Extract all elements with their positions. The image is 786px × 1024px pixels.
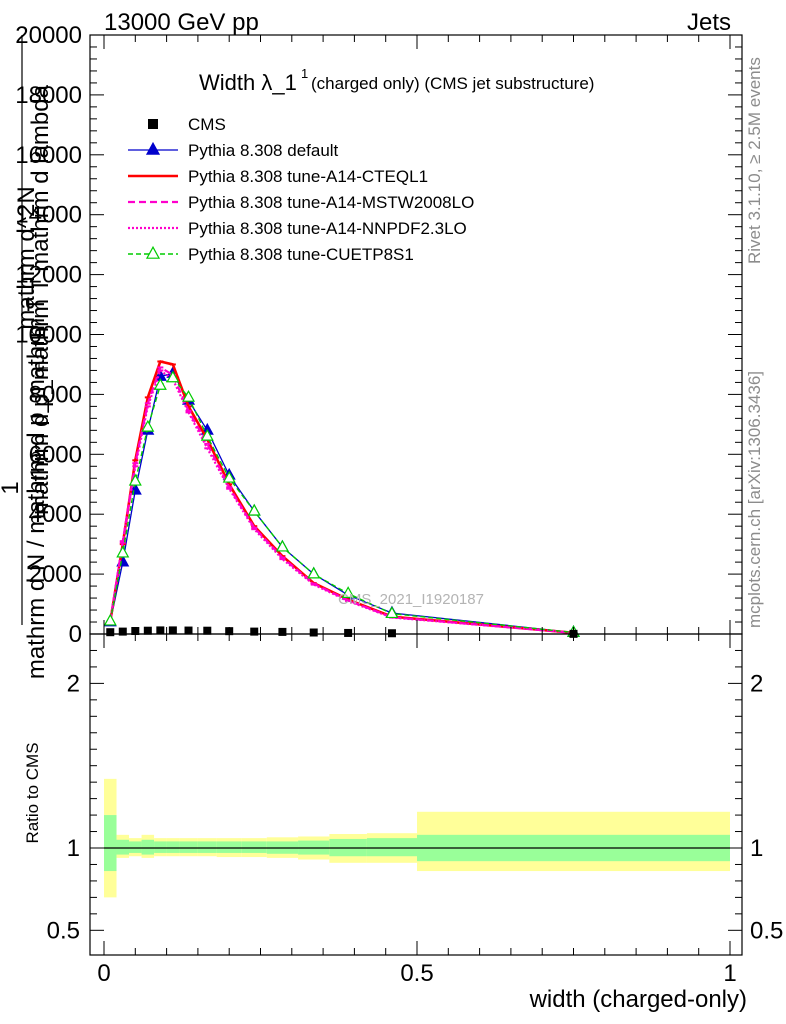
y-axis-numerator: 1 xyxy=(0,481,24,494)
legend-label-default: Pythia 8.308 default xyxy=(188,141,339,160)
point-cuetp8s1-9 xyxy=(247,503,261,516)
legend-label-nnpdf: Pythia 8.308 tune-A14-NNPDF2.3LO xyxy=(188,219,467,238)
ratio-y-tick-label-2: 2 xyxy=(67,670,80,697)
legend-entry-cuetp8s1: Pythia 8.308 tune-CUETP8S1 xyxy=(128,245,414,264)
plot-title: Width λ_1 xyxy=(199,70,297,95)
ratio-band-layer xyxy=(104,778,730,898)
point-cuetp8s1-2 xyxy=(128,473,142,486)
cms-point-13 xyxy=(387,629,396,638)
cms-point-3 xyxy=(143,626,152,635)
cms-point-7 xyxy=(203,626,212,635)
ratio-y-tick-label-right-1: 1 xyxy=(750,835,763,862)
ratio-inner-band-8 xyxy=(216,841,242,853)
plot-title-superscript: 1 xyxy=(301,66,308,81)
main-y-tick-label-5: 10000 xyxy=(15,322,82,349)
ratio-inner-band-2 xyxy=(129,841,142,853)
ratio-inner-band-9 xyxy=(241,841,267,853)
ratio-y-axis-label: Ratio to CMS xyxy=(23,742,42,843)
ratio-inner-band-13 xyxy=(366,838,417,857)
cms-point-1 xyxy=(118,627,127,636)
legend-entry-mstw: Pythia 8.308 tune-A14-MSTW2008LO xyxy=(128,193,474,212)
point-cuetp8s1-8 xyxy=(222,470,236,483)
main-y-tick-label-10: 20000 xyxy=(15,22,82,49)
x-tick-label-2: 1 xyxy=(723,960,736,987)
legend-marker-cms xyxy=(148,119,158,129)
point-cuetp8s1-12 xyxy=(341,586,355,598)
y-axis-denominator: mathrm d N / mathrm d p_mathrm T xyxy=(23,297,50,680)
legend-entry-cteql1: Pythia 8.308 tune-A14-CTEQL1 xyxy=(128,167,428,186)
point-cuetp8s1-10 xyxy=(275,539,289,552)
ratio-y-tick-label-right-2: 2 xyxy=(750,670,763,697)
header-left-label: 13000 GeV pp xyxy=(104,9,259,36)
legend-label-cuetp8s1: Pythia 8.308 tune-CUETP8S1 xyxy=(188,245,414,264)
legend-marker-default xyxy=(145,141,161,155)
ratio-inner-band-6 xyxy=(179,841,198,853)
plot-subtitle: (charged only) (CMS jet substructure) xyxy=(311,74,594,93)
y-axis-pt-subscript: T xyxy=(35,363,51,372)
main-y-tick-label-7: 14000 xyxy=(15,202,82,229)
cms-point-5 xyxy=(168,626,177,635)
main-y-tick-label-8: 16000 xyxy=(15,142,82,169)
legend: CMS Pythia 8.308 default Pythia 8.308 tune… xyxy=(128,115,474,264)
ratio-inner-band-7 xyxy=(197,841,217,853)
main-y-tick-label-6: 12000 xyxy=(15,262,82,289)
main-y-tick-label-1: 2000 xyxy=(29,561,82,588)
ratio-plot-frame xyxy=(89,633,743,956)
point-cuetp8s1-4 xyxy=(153,377,167,390)
main-y-tick-label-0: 0 xyxy=(69,621,82,648)
legend-marker-cuetp8s1 xyxy=(145,245,161,259)
main-y-tick-label-2: 4000 xyxy=(29,501,82,528)
legend-entry-default: Pythia 8.308 default xyxy=(128,141,339,160)
cms-point-12 xyxy=(344,628,353,637)
main-y-tick-label-9: 18000 xyxy=(15,82,82,109)
main-plot-layer xyxy=(103,360,581,638)
point-cuetp8s1-0 xyxy=(103,613,117,626)
main-y-tick-label-4: 8000 xyxy=(29,381,82,408)
point-cuetp8s1-7 xyxy=(200,428,214,441)
point-cuetp8s1-11 xyxy=(307,566,321,579)
x-tick-label-1: 0.5 xyxy=(400,960,433,987)
cms-point-10 xyxy=(278,627,287,636)
series-nnpdf xyxy=(107,369,577,634)
axis-layer: 0 2000 4000 6000 8000 10000 12000 14000 16000 180… xyxy=(15,22,783,987)
y-axis-upper-denominator: mathrm d p_mathrm T mathrm d lambda xyxy=(27,84,54,515)
point-cuetp8s1-6 xyxy=(181,389,196,402)
analysis-watermark: CMS_2021_I1920187 xyxy=(338,591,484,608)
point-cuetp8s1-13 xyxy=(385,606,399,619)
ratio-inner-band-4 xyxy=(154,841,167,853)
cms-point-11 xyxy=(309,628,318,637)
mcplots-label: mcplots.cern.ch [arXiv:1306.3436] xyxy=(745,371,764,628)
rivet-version-label: Rivet 3.1.10, ≥ 2.5M events xyxy=(745,57,764,264)
x-tick-label-0: 0 xyxy=(97,960,110,987)
main-y-tick-label-3: 6000 xyxy=(29,441,82,468)
legend-label-cms: CMS xyxy=(188,115,226,134)
ratio-inner-band-1 xyxy=(116,839,130,855)
ratio-y-tick-label-1: 1 xyxy=(67,835,80,862)
point-cuetp8s1-1 xyxy=(116,545,130,558)
series-cuetp8s1 xyxy=(103,370,581,637)
legend-entry-nnpdf: Pythia 8.308 tune-A14-NNPDF2.3LO xyxy=(128,219,467,238)
ratio-inner-band-0 xyxy=(104,815,117,872)
x-axis-label: width (charged-only) xyxy=(529,986,747,1013)
header-right-label: Jets xyxy=(687,9,731,36)
cms-point-9 xyxy=(250,627,259,636)
point-cuetp8s1-3 xyxy=(141,419,155,432)
ratio-inner-band-3 xyxy=(141,839,155,855)
ratio-inner-band-5 xyxy=(166,841,180,853)
cms-point-4 xyxy=(156,626,165,635)
cms-point-0 xyxy=(106,628,115,637)
ratio-y-tick-label-right-0: 0.5 xyxy=(750,917,783,944)
cms-point-6 xyxy=(184,626,193,635)
legend-label-cteql1: Pythia 8.308 tune-A14-CTEQL1 xyxy=(188,167,428,186)
point-cuetp8s1-5 xyxy=(166,370,180,383)
legend-label-mstw: Pythia 8.308 tune-A14-MSTW2008LO xyxy=(188,193,474,212)
legend-entry-cms: CMS xyxy=(148,115,226,134)
ratio-y-tick-label-0: 0.5 xyxy=(47,917,80,944)
y-axis-upper-numerator: mathrm d^2N xyxy=(13,186,40,329)
